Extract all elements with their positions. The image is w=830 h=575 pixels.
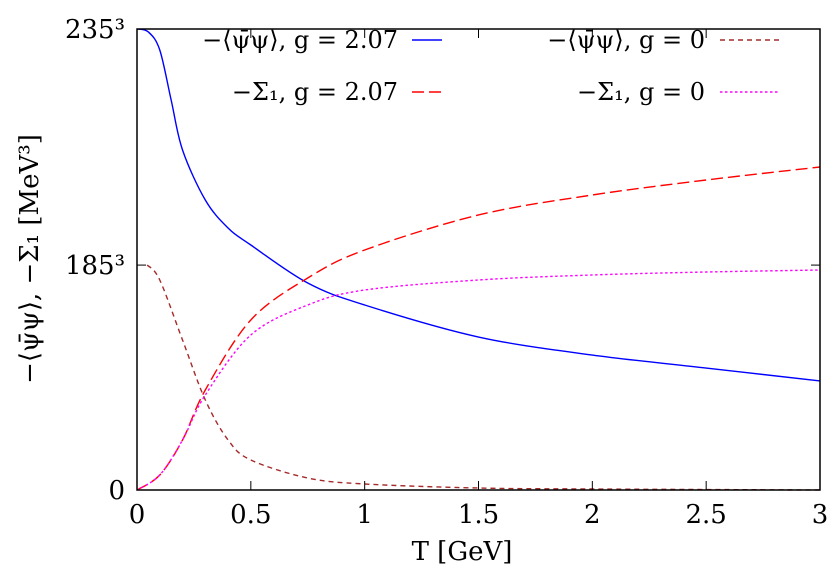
y-tick-label: 0 — [108, 476, 125, 506]
series-line-0 — [136, 28, 821, 382]
legend: −⟨ψ̄ψ⟩, g = 2.07 −⟨ψ̄ψ⟩, g = 0 −Σ₁, g = 2.… — [202, 26, 780, 106]
legend-label: −Σ₁, g = 2.07 — [232, 78, 398, 106]
x-tick-label: 2 — [584, 500, 601, 530]
series-line-2 — [136, 166, 821, 491]
legend-label: −Σ₁, g = 0 — [577, 78, 705, 106]
x-axis-label: T [GeV] — [412, 537, 513, 567]
x-tick-label: 1 — [356, 500, 373, 530]
y-tick-label: 235³ — [65, 15, 125, 45]
x-tick-label: 3 — [812, 500, 829, 530]
legend-label: −⟨ψ̄ψ⟩, g = 2.07 — [202, 26, 398, 54]
x-tick-label: 0.5 — [230, 500, 271, 530]
series-line-3 — [136, 269, 821, 491]
curves — [136, 28, 821, 491]
legend-label: −⟨ψ̄ψ⟩, g = 0 — [547, 26, 705, 54]
y-axis-label: −⟨ψ̄ψ⟩, −Σ₁ [MeV³] — [15, 134, 45, 384]
x-tick-label: 2.5 — [685, 500, 726, 530]
x-tick-label: 0 — [129, 500, 146, 530]
ticks: 0 0.5 1 1.5 2 2.5 3 0 185³ 235³ — [65, 15, 828, 530]
x-tick-label: 1.5 — [458, 500, 499, 530]
series-line-1 — [146, 264, 821, 491]
y-tick-label: 185³ — [65, 251, 125, 281]
